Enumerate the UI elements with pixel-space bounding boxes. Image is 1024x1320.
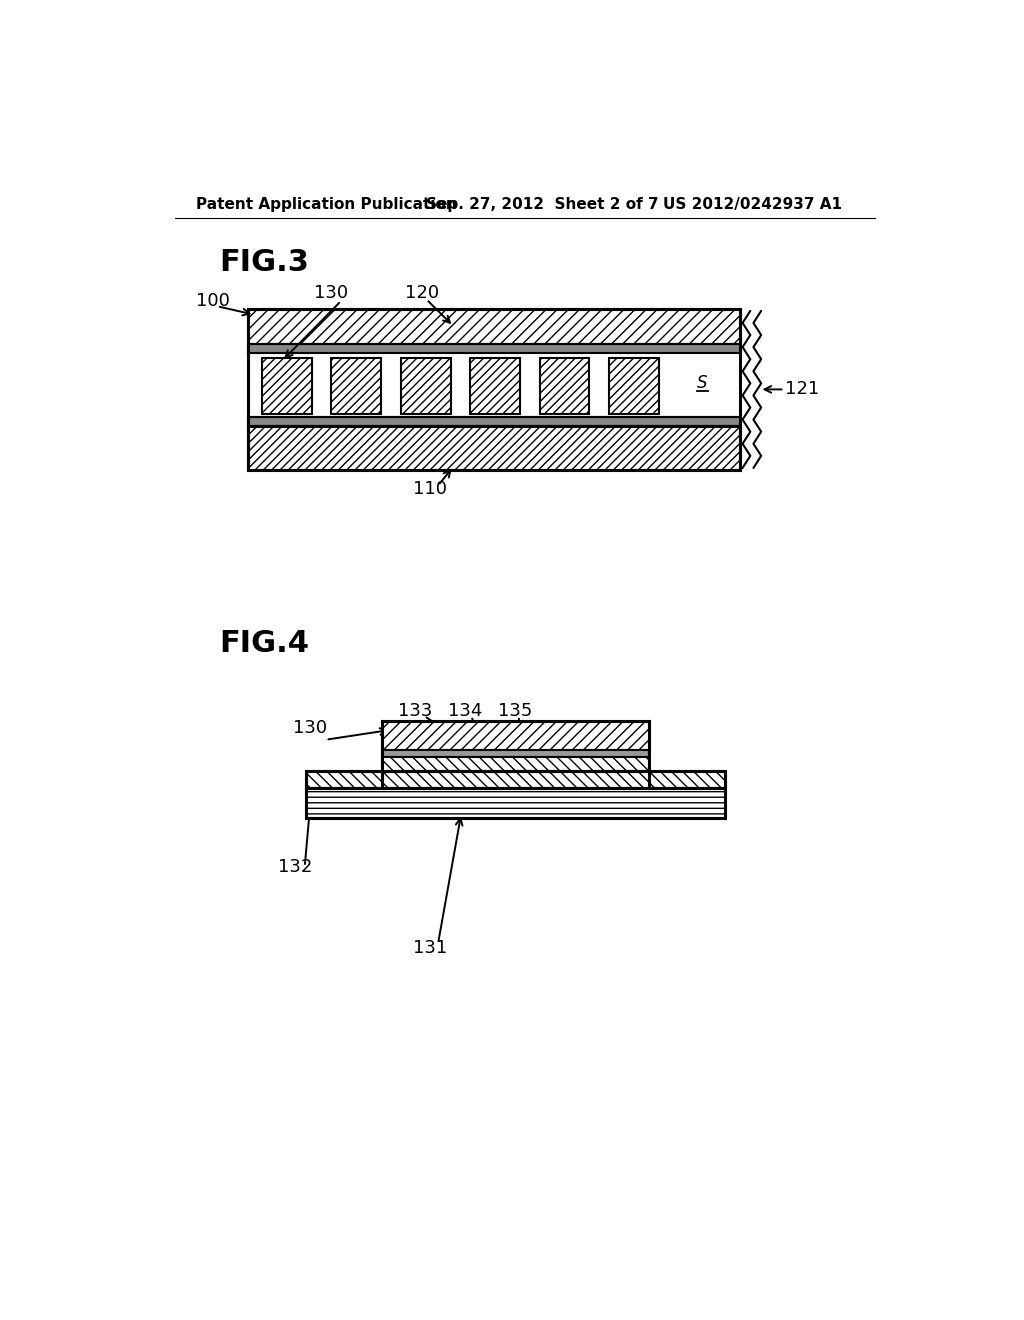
Bar [248, 426, 740, 470]
Bar [400, 358, 451, 414]
Bar [306, 771, 725, 788]
Bar [248, 426, 740, 470]
Bar [248, 309, 740, 470]
Bar [248, 354, 740, 417]
Bar [609, 358, 658, 414]
Text: 100: 100 [197, 292, 230, 310]
Bar [248, 417, 740, 426]
Text: Patent Application Publication: Patent Application Publication [197, 197, 457, 213]
Bar [470, 358, 520, 414]
Bar [262, 358, 312, 414]
Bar [332, 358, 381, 414]
Bar [306, 788, 725, 817]
Bar [332, 358, 381, 414]
Bar [382, 758, 649, 771]
Text: 121: 121 [785, 380, 819, 399]
Text: Sep. 27, 2012  Sheet 2 of 7: Sep. 27, 2012 Sheet 2 of 7 [426, 197, 659, 213]
Text: S: S [697, 375, 708, 392]
Bar [248, 309, 740, 345]
Text: 110: 110 [414, 480, 447, 499]
Bar [306, 788, 725, 817]
Bar [400, 358, 451, 414]
Bar [540, 358, 590, 414]
Bar [306, 771, 725, 788]
Bar [382, 721, 649, 771]
Bar [306, 771, 725, 817]
Bar [382, 750, 649, 758]
Bar [609, 358, 658, 414]
Text: 120: 120 [406, 284, 439, 302]
Bar [382, 758, 649, 771]
Bar [248, 345, 740, 354]
Text: 134: 134 [447, 702, 482, 721]
Bar [470, 358, 520, 414]
Bar [540, 358, 590, 414]
Bar [382, 721, 649, 750]
Bar [248, 309, 740, 345]
Text: 131: 131 [413, 939, 447, 957]
Text: 133: 133 [397, 702, 432, 721]
Text: 130: 130 [314, 284, 348, 302]
Text: 132: 132 [279, 858, 312, 875]
Text: FIG.4: FIG.4 [219, 630, 309, 657]
Text: US 2012/0242937 A1: US 2012/0242937 A1 [663, 197, 842, 213]
Text: FIG.3: FIG.3 [219, 248, 309, 277]
Bar [262, 358, 312, 414]
Text: 130: 130 [293, 719, 328, 737]
Text: 135: 135 [499, 702, 532, 721]
Bar [382, 721, 649, 750]
